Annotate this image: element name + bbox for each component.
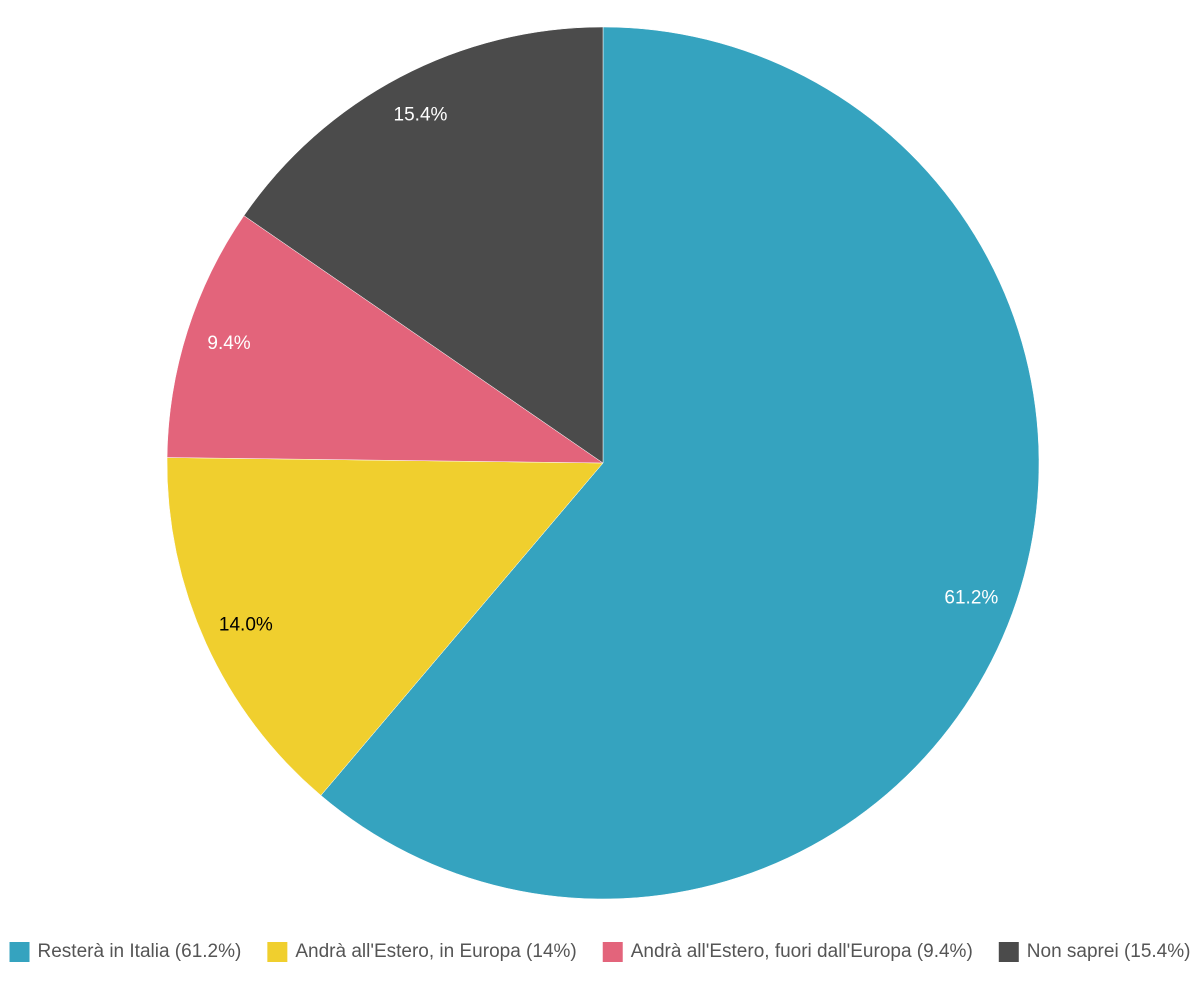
- pie-slice: [243, 26, 604, 464]
- slice-label: 61.2%: [944, 587, 998, 608]
- pie-slice: [166, 215, 604, 464]
- pie-slice: [166, 457, 604, 796]
- legend-swatch: [9, 942, 30, 962]
- slice-label: 9.4%: [207, 333, 250, 354]
- legend: Resterà in Italia (61.2%) Andrà all'Ester…: [9, 941, 1191, 962]
- legend-swatch: [602, 942, 623, 962]
- pie-slice: [320, 26, 1040, 900]
- legend-swatch: [267, 942, 288, 962]
- legend-swatch: [998, 942, 1019, 962]
- legend-label: Andrà all'Estero, fuori dall'Europa (9.4…: [631, 941, 973, 962]
- slice-label: 14.0%: [219, 615, 273, 636]
- slice-label: 15.4%: [394, 105, 448, 126]
- legend-label: Andrà all'Estero, in Europa (14%): [295, 941, 576, 962]
- legend-label: Non saprei (15.4%): [1027, 941, 1191, 962]
- legend-label: Resterà in Italia (61.2%): [38, 941, 242, 962]
